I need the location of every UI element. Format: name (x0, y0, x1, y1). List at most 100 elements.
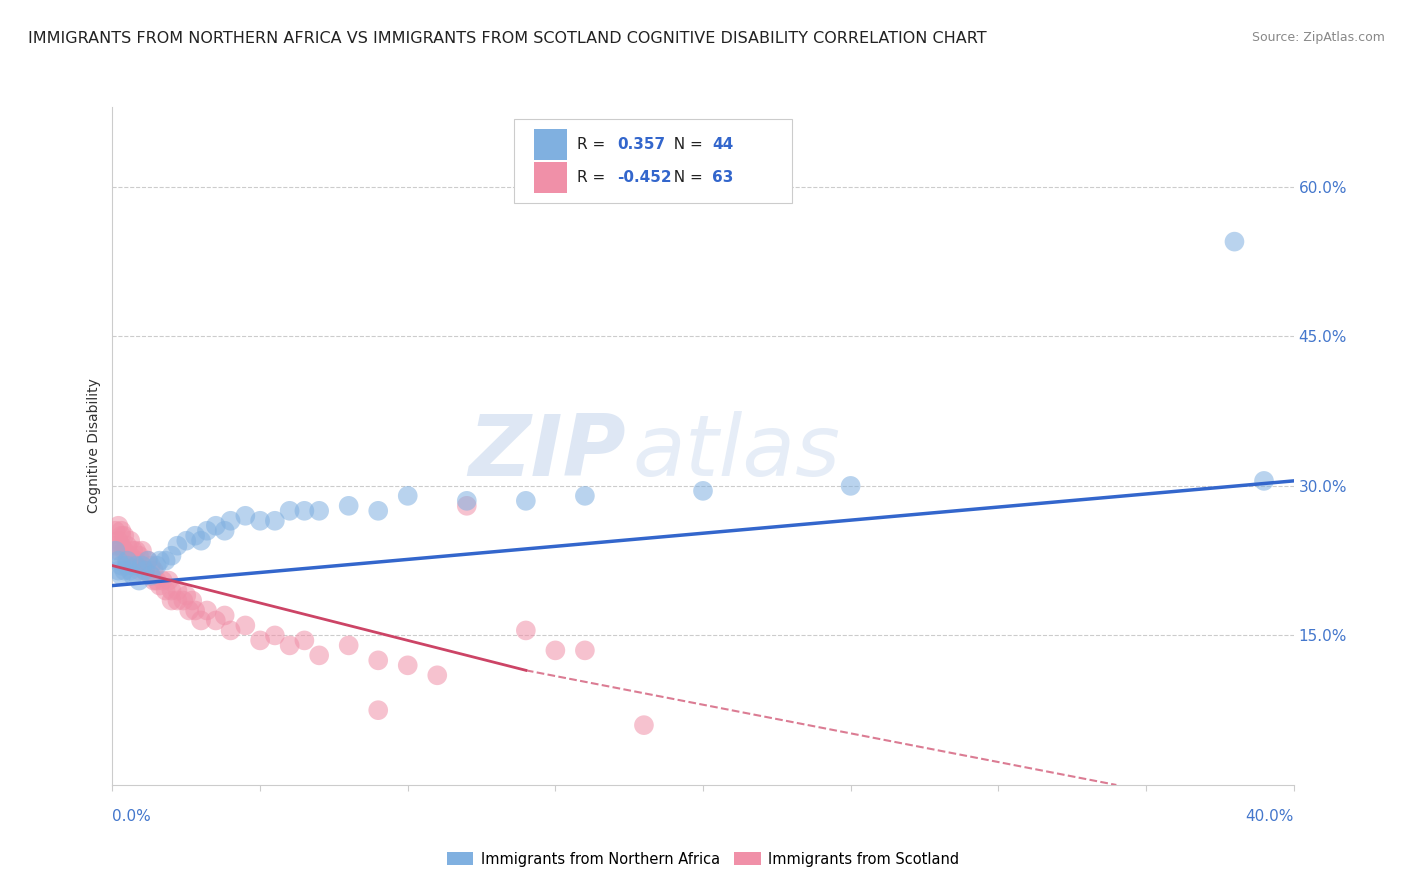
Point (125, 543, 148, 558)
Point (104, 539, 127, 553)
Bar (534, 129, 567, 160)
Point (107, 543, 129, 558)
Point (426, 668, 449, 682)
Point (278, 504, 301, 518)
Bar (534, 162, 567, 193)
Point (214, 608, 236, 623)
Point (107, 518, 129, 533)
Point (396, 658, 419, 673)
Point (152, 574, 174, 588)
Point (264, 628, 287, 642)
Point (128, 549, 150, 563)
Y-axis label: Cognitive Disability: Cognitive Disability (87, 378, 101, 514)
Point (367, 653, 389, 667)
Point (515, 493, 537, 508)
Point (166, 539, 188, 553)
Point (122, 568, 145, 582)
Point (155, 583, 177, 598)
Point (308, 648, 330, 663)
Point (839, 479, 862, 493)
Point (128, 564, 150, 578)
Text: 0.357: 0.357 (617, 136, 665, 152)
Point (117, 554, 138, 568)
Point (112, 529, 135, 543)
Point (544, 643, 567, 657)
Point (125, 558, 148, 573)
Text: N =: N = (664, 136, 707, 152)
Point (174, 589, 197, 603)
Point (160, 549, 183, 563)
Point (264, 514, 287, 528)
Point (166, 583, 188, 598)
Point (112, 564, 135, 578)
Text: R =: R = (576, 170, 610, 185)
Point (195, 603, 218, 617)
Point (249, 633, 271, 648)
Point (136, 554, 159, 568)
Point (157, 574, 180, 588)
Point (633, 718, 655, 732)
Point (139, 568, 162, 582)
Point (139, 568, 162, 582)
Point (574, 643, 596, 657)
Point (367, 703, 389, 717)
Point (110, 539, 132, 553)
Point (146, 574, 169, 588)
Point (128, 574, 150, 588)
Point (205, 518, 228, 533)
Point (131, 558, 153, 573)
Point (110, 558, 132, 573)
Point (292, 633, 315, 648)
Point (233, 508, 256, 523)
Text: IMMIGRANTS FROM NORTHERN AFRICA VS IMMIGRANTS FROM SCOTLAND COGNITIVE DISABILITY: IMMIGRANTS FROM NORTHERN AFRICA VS IMMIG… (28, 31, 987, 46)
Point (456, 499, 478, 513)
Point (249, 514, 271, 528)
FancyBboxPatch shape (515, 119, 792, 203)
Point (574, 489, 596, 503)
Point (131, 543, 153, 558)
Point (1223, 235, 1246, 249)
Point (122, 543, 145, 558)
Point (367, 504, 389, 518)
Point (219, 514, 242, 528)
Point (139, 558, 162, 573)
Point (110, 524, 132, 538)
Point (107, 533, 129, 548)
Point (146, 558, 169, 573)
Text: N =: N = (664, 170, 707, 185)
Point (219, 624, 242, 638)
Point (134, 564, 156, 578)
Point (107, 554, 129, 568)
Point (107, 564, 129, 578)
Point (692, 483, 714, 498)
Point (184, 529, 207, 543)
Point (160, 593, 183, 607)
Point (117, 558, 138, 573)
Point (136, 554, 159, 568)
Point (292, 504, 315, 518)
Point (110, 568, 132, 582)
Point (120, 564, 142, 578)
Text: 63: 63 (713, 170, 734, 185)
Point (142, 574, 165, 588)
Point (117, 539, 138, 553)
Point (214, 524, 236, 538)
Text: Source: ZipAtlas.com: Source: ZipAtlas.com (1251, 31, 1385, 45)
Point (181, 593, 204, 607)
Point (337, 499, 360, 513)
Point (122, 558, 145, 573)
Point (112, 543, 135, 558)
Point (134, 564, 156, 578)
Point (515, 624, 537, 638)
Text: atlas: atlas (633, 411, 841, 494)
Point (155, 554, 177, 568)
Point (172, 593, 194, 607)
Point (104, 543, 127, 558)
Point (1253, 474, 1275, 488)
Point (125, 554, 148, 568)
Point (104, 524, 127, 538)
Point (117, 554, 138, 568)
Text: 40.0%: 40.0% (1246, 809, 1294, 823)
Point (396, 489, 419, 503)
Point (190, 614, 212, 628)
